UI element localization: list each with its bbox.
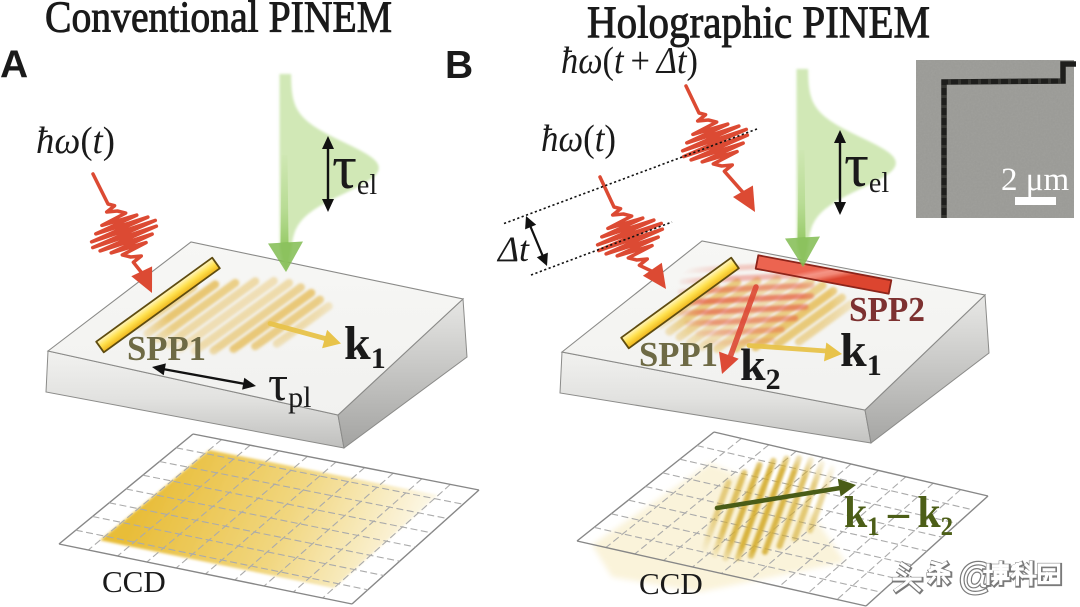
svg-text:A: A — [0, 44, 28, 87]
svg-text:k1: k1 — [344, 317, 386, 375]
svg-text:SPP2: SPP2 — [849, 290, 925, 329]
svg-text:ħω(t): ħω(t) — [541, 118, 616, 160]
svg-text:SPP1: SPP1 — [639, 335, 718, 374]
svg-text:SPP1: SPP1 — [127, 329, 206, 368]
svg-text:B: B — [445, 44, 473, 87]
svg-text:2 μm: 2 μm — [1001, 162, 1069, 198]
svg-text:Conventional PINEM: Conventional PINEM — [45, 0, 392, 42]
svg-text:k1 – k2: k1 – k2 — [844, 488, 953, 541]
svg-text:Δt: Δt — [496, 229, 530, 269]
svg-text:Holographic PINEM: Holographic PINEM — [587, 0, 930, 48]
svg-text:CCD: CCD — [639, 566, 703, 601]
svg-text:CCD: CCD — [102, 564, 166, 599]
svg-text:ħω(t + Δt): ħω(t + Δt) — [561, 40, 698, 82]
svg-text:ħω(t): ħω(t) — [36, 120, 115, 162]
